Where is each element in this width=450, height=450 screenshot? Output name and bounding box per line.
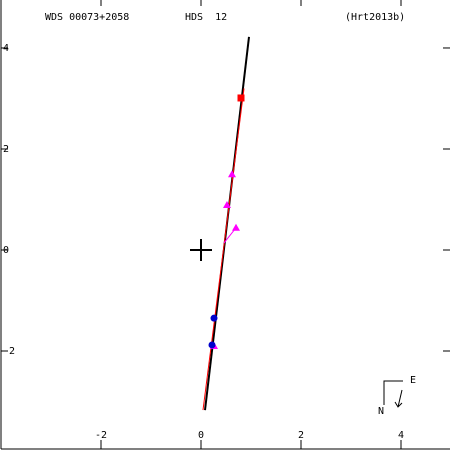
x-tick-label: -2 [95,430,107,441]
x-tick-label: 0 [198,430,204,441]
chart-title: WDS 00073+2058 [45,12,129,23]
line [202,88,245,411]
triangle-point [232,223,240,231]
y-tick-label: 4 [3,43,9,54]
chart-subtitle: HDS 12 [185,12,227,23]
y-tick-label: -2 [3,346,15,357]
reference: (Hrt2013b) [345,12,405,23]
x-tick-label: 4 [398,430,404,441]
square-point [237,94,245,102]
x-tick-label: 2 [298,430,304,441]
y-tick-label: 0 [3,245,9,256]
compass-frame [383,380,403,405]
triangle-point [223,201,231,209]
compass-north: N [378,406,384,417]
circle-point [210,314,218,322]
y-tick-label: 2 [3,144,9,155]
compass: E N [378,375,416,417]
compass-arrow [394,389,403,408]
circle-point [208,341,216,349]
origin-cross [190,239,212,261]
triangle-point [228,170,236,178]
compass-east: E [410,375,416,386]
